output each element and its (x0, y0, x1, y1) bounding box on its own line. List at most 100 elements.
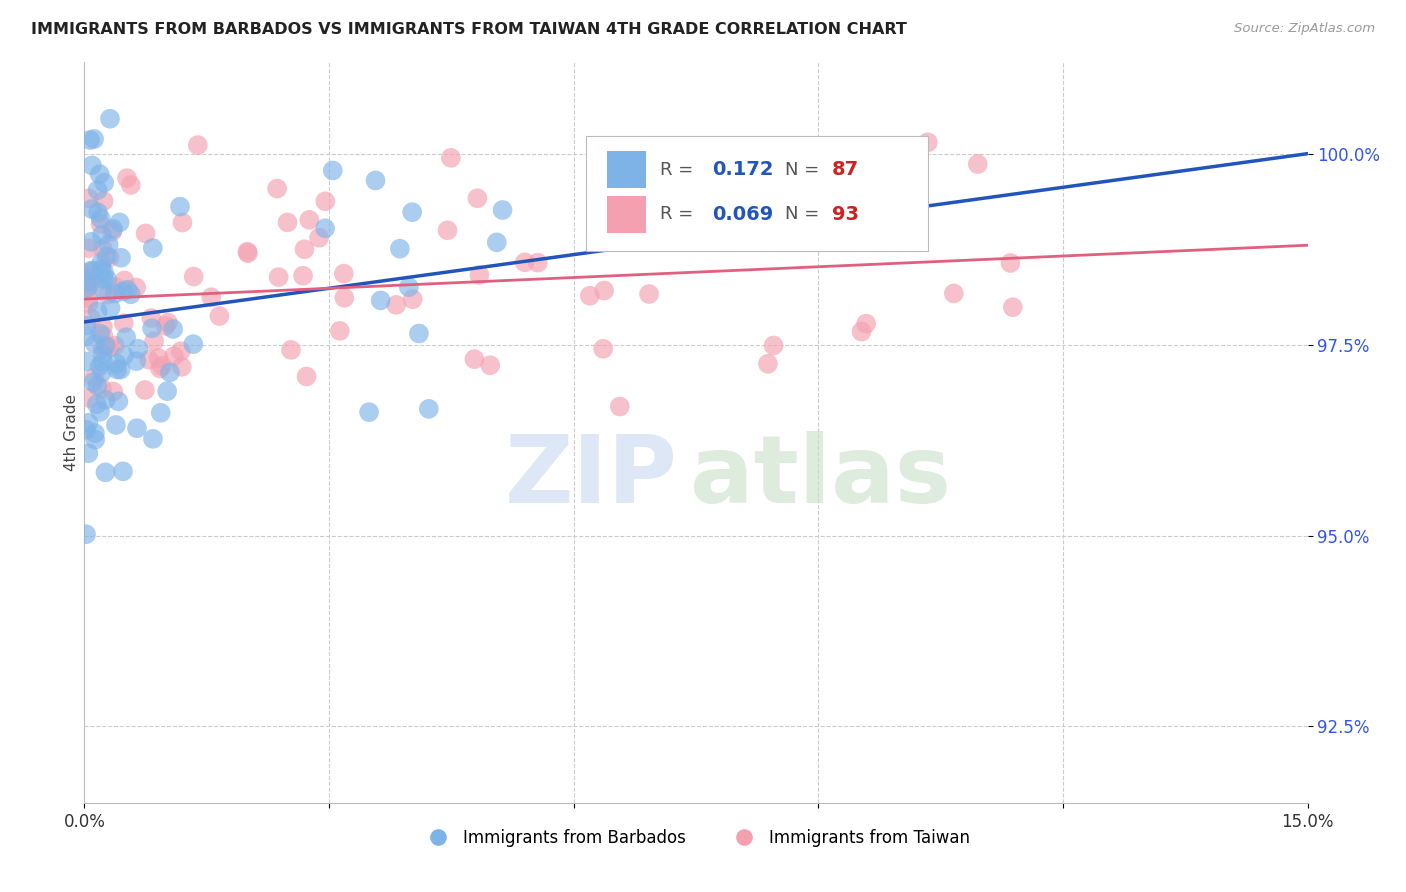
Point (1000, 256, 1022, 270)
Point (776, 232, 799, 246)
Point (100, 301, 122, 315)
Point (463, 352, 485, 367)
Point (333, 267, 356, 281)
Text: N =: N = (786, 161, 825, 178)
Point (942, 286, 965, 301)
Point (491, 202, 513, 217)
Point (181, 337, 204, 351)
Point (966, 157, 988, 171)
Text: IMMIGRANTS FROM BARBADOS VS IMMIGRANTS FROM TAIWAN 4TH GRADE CORRELATION CHART: IMMIGRANTS FROM BARBADOS VS IMMIGRANTS F… (31, 22, 907, 37)
Point (141, 311, 163, 326)
Point (83, 337, 105, 351)
Point (77, 296, 100, 310)
Point (280, 343, 302, 357)
Point (80, 158, 103, 172)
Point (97, 237, 120, 252)
Point (308, 231, 330, 245)
Point (91, 365, 114, 379)
Point (468, 268, 491, 282)
Point (90, 211, 112, 226)
Point (75, 423, 97, 437)
Point (108, 215, 131, 229)
Point (125, 354, 148, 368)
Point (94, 339, 117, 353)
Point (104, 286, 127, 301)
Text: R =: R = (661, 205, 700, 223)
Point (593, 284, 616, 298)
Point (86, 304, 108, 318)
Point (385, 298, 408, 312)
Point (149, 406, 172, 420)
Point (408, 326, 430, 341)
Point (127, 342, 149, 356)
Legend: Immigrants from Barbados, Immigrants from Taiwan: Immigrants from Barbados, Immigrants fro… (415, 822, 977, 854)
Point (75, 354, 97, 368)
Point (159, 365, 181, 379)
Point (93, 272, 115, 286)
Point (90, 227, 112, 242)
Point (83, 426, 105, 441)
Point (75, 527, 97, 541)
Point (93, 265, 115, 279)
Point (105, 362, 128, 376)
Point (292, 268, 315, 283)
Point (77, 273, 100, 287)
Point (91, 282, 114, 296)
Point (75, 329, 97, 343)
Point (170, 359, 193, 374)
Point (83, 370, 105, 384)
Point (485, 235, 508, 250)
Point (479, 359, 502, 373)
Point (80, 202, 103, 216)
Point (333, 291, 356, 305)
Point (112, 349, 135, 363)
Point (103, 384, 125, 399)
Point (163, 349, 186, 363)
Point (200, 290, 222, 304)
Point (579, 289, 602, 303)
Text: ZIP: ZIP (505, 431, 678, 523)
Point (104, 280, 127, 294)
Point (141, 321, 163, 335)
Point (851, 325, 873, 339)
Point (526, 255, 548, 269)
Text: R =: R = (661, 161, 700, 178)
Point (156, 316, 179, 330)
Point (148, 351, 170, 365)
Point (107, 394, 129, 409)
Point (112, 316, 135, 330)
Point (783, 210, 806, 224)
Point (142, 241, 165, 255)
Point (142, 432, 165, 446)
Point (111, 464, 134, 478)
Point (117, 283, 139, 297)
Point (402, 292, 425, 306)
Point (94, 392, 117, 407)
Point (467, 191, 489, 205)
Point (388, 242, 411, 256)
Point (86, 183, 108, 197)
Text: 93: 93 (832, 204, 859, 224)
Point (91, 354, 114, 368)
Point (172, 215, 194, 229)
Point (77, 446, 100, 460)
Point (101, 222, 124, 236)
Point (77, 191, 100, 205)
Point (76, 281, 98, 295)
Point (401, 205, 423, 219)
Point (267, 270, 290, 285)
Point (98, 251, 121, 265)
Point (592, 342, 614, 356)
Point (156, 384, 179, 399)
Point (120, 287, 142, 301)
Point (125, 280, 148, 294)
Point (208, 309, 231, 323)
Point (115, 330, 138, 344)
Point (76, 276, 98, 290)
Point (105, 357, 128, 371)
Point (359, 405, 381, 419)
FancyBboxPatch shape (606, 195, 645, 233)
Point (110, 251, 132, 265)
Point (150, 359, 173, 373)
Point (134, 383, 156, 397)
